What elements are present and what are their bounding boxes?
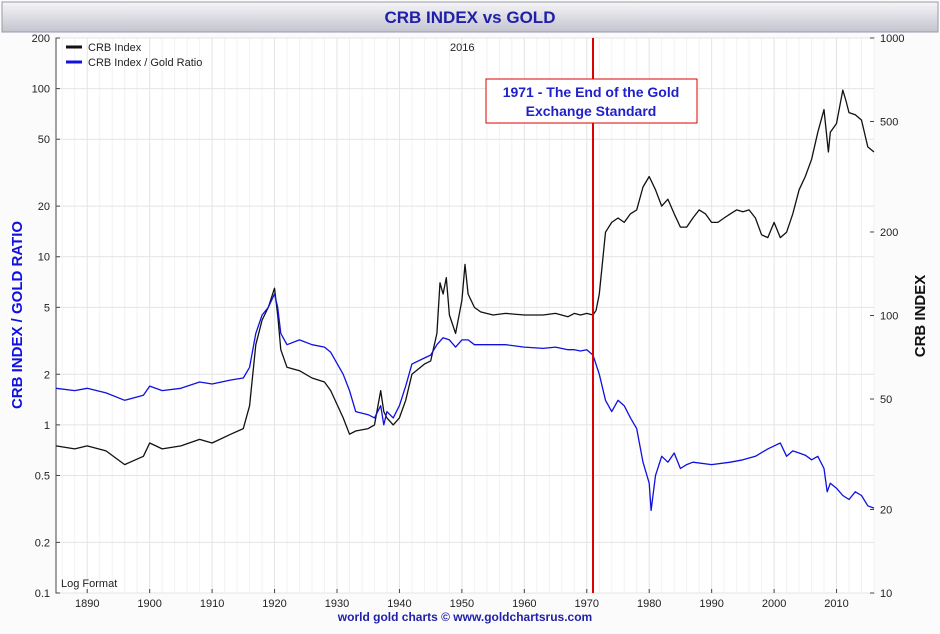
x-tick-label: 1990 bbox=[699, 598, 723, 610]
x-tick-label: 1920 bbox=[262, 598, 286, 610]
annotation-line-2: Exchange Standard bbox=[526, 103, 657, 119]
y-right-tick-label: 1000 bbox=[880, 33, 904, 45]
y-left-axis-title: CRB INDEX / GOLD RATIO bbox=[9, 221, 26, 409]
y-left-tick-label: 0.1 bbox=[35, 588, 50, 600]
x-tick-label: 2010 bbox=[824, 598, 848, 610]
y-left-tick-label: 100 bbox=[32, 84, 50, 96]
legend-label-crb: CRB Index bbox=[88, 42, 142, 54]
x-tick-label: 1980 bbox=[637, 598, 661, 610]
annotation-frame bbox=[485, 78, 698, 124]
legend-label-ratio: CRB Index / Gold Ratio bbox=[88, 57, 202, 69]
y-left-tick-label: 5 bbox=[44, 302, 50, 314]
series-lines bbox=[55, 89, 875, 512]
y-left-tick-label: 50 bbox=[38, 134, 50, 146]
legend: CRB Index CRB Index / Gold Ratio bbox=[66, 42, 202, 69]
y-right-tick-label: 10 bbox=[880, 588, 892, 600]
y-left-tick-label: 10 bbox=[38, 252, 50, 264]
y-left-tick-label: 1 bbox=[44, 420, 50, 432]
axis-ticks: 1890 1900 1910 1920 1930 1940 1950 1960 1970 1980… bbox=[32, 33, 905, 610]
y-left-tick-label: 20 bbox=[38, 201, 50, 213]
log-format-note: Log Format bbox=[61, 578, 117, 590]
y-right-tick-label: 500 bbox=[880, 117, 898, 129]
grid-lines bbox=[56, 37, 875, 594]
y-right-tick-label: 50 bbox=[880, 394, 892, 406]
x-tick-label: 1970 bbox=[575, 598, 599, 610]
series-line-crb-index bbox=[55, 89, 875, 466]
annotation-line-1: 1971 - The End of the Gold bbox=[503, 84, 680, 100]
y-left-tick-label: 0.5 bbox=[35, 470, 50, 482]
y-right-tick-label: 20 bbox=[880, 504, 892, 516]
x-tick-label: 1910 bbox=[200, 598, 224, 610]
y-left-tick-label: 0.2 bbox=[35, 537, 50, 549]
x-tick-label: 1890 bbox=[75, 598, 99, 610]
x-tick-label: 1940 bbox=[387, 598, 411, 610]
year-label: 2016 bbox=[450, 42, 474, 54]
x-tick-label: 2000 bbox=[762, 598, 786, 610]
title-bar bbox=[1, 1, 939, 33]
y-left-tick-label: 2 bbox=[44, 369, 50, 381]
y-right-tick-label: 200 bbox=[880, 227, 898, 239]
x-tick-label: 1960 bbox=[512, 598, 536, 610]
annotation-box: 1971 - The End of the Gold Exchange Stan… bbox=[485, 78, 698, 124]
y-left-tick-label: 200 bbox=[32, 33, 50, 45]
x-tick-label: 1930 bbox=[325, 598, 349, 610]
y-right-axis-title: CRB INDEX bbox=[912, 275, 929, 358]
chart-title: CRB INDEX vs GOLD bbox=[385, 8, 556, 27]
x-tick-label: 1950 bbox=[450, 598, 474, 610]
plot-area bbox=[55, 37, 875, 594]
footer-credit: world gold charts © www.goldchartsrus.co… bbox=[337, 610, 592, 624]
series-line-crb-gold-ratio bbox=[55, 293, 875, 512]
y-right-tick-label: 100 bbox=[880, 311, 898, 323]
x-tick-label: 1900 bbox=[137, 598, 161, 610]
